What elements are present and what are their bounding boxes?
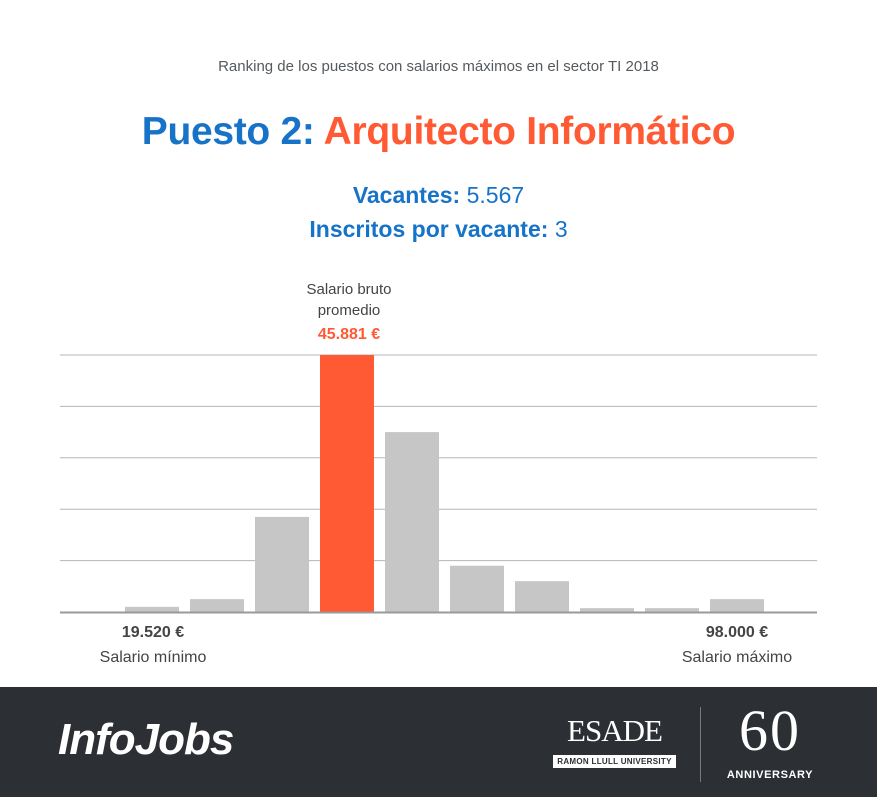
anniversary-label: ANNIVERSARY (726, 769, 814, 781)
rank-label: Puesto 2: (141, 110, 315, 153)
min-salary-label: Salario mínimo (99, 649, 207, 666)
bar (710, 599, 764, 612)
anniversary-number: 60 (739, 698, 801, 763)
esade-subtitle: RAMON LLULL UNIVERSITY (553, 755, 676, 768)
applicants-label: Inscritos por vacante: (309, 216, 549, 242)
bar (125, 606, 179, 612)
bar-highlight (320, 355, 374, 612)
max-salary-value: 98.000 € (705, 624, 769, 641)
bar (450, 565, 504, 612)
footer-divider (700, 707, 701, 782)
bar (580, 608, 634, 612)
average-salary-label: Salario bruto promedio (306, 281, 392, 319)
applicants-value: 3 (554, 216, 568, 242)
vacancies-stat: Vacantes: 5.567 (0, 182, 877, 209)
bar (645, 608, 699, 612)
bar (515, 581, 569, 612)
applicants-stat: Inscritos por vacante: 3 (0, 216, 877, 243)
job-title: Arquitecto Informático (323, 110, 736, 153)
bar (385, 432, 439, 612)
chart-title: Puesto 2: Arquitecto Informático (0, 110, 877, 154)
bar (255, 516, 309, 612)
min-salary-value: 19.520 € (121, 624, 185, 641)
vacancies-label: Vacantes: (352, 182, 461, 208)
salary-histogram (60, 354, 817, 614)
max-salary-label: Salario máximo (681, 649, 793, 666)
average-salary-value: 45.881 € (317, 326, 381, 343)
chart-subtitle: Ranking de los puestos con salarios máxi… (218, 58, 659, 75)
esade-logo: ESADE (567, 713, 663, 748)
bar (190, 599, 244, 612)
footer-bar: InfoJobs ESADE RAMON LLULL UNIVERSITY 60… (0, 687, 877, 797)
infojobs-logo: InfoJobs (58, 715, 234, 764)
vacancies-value: 5.567 (466, 182, 525, 208)
